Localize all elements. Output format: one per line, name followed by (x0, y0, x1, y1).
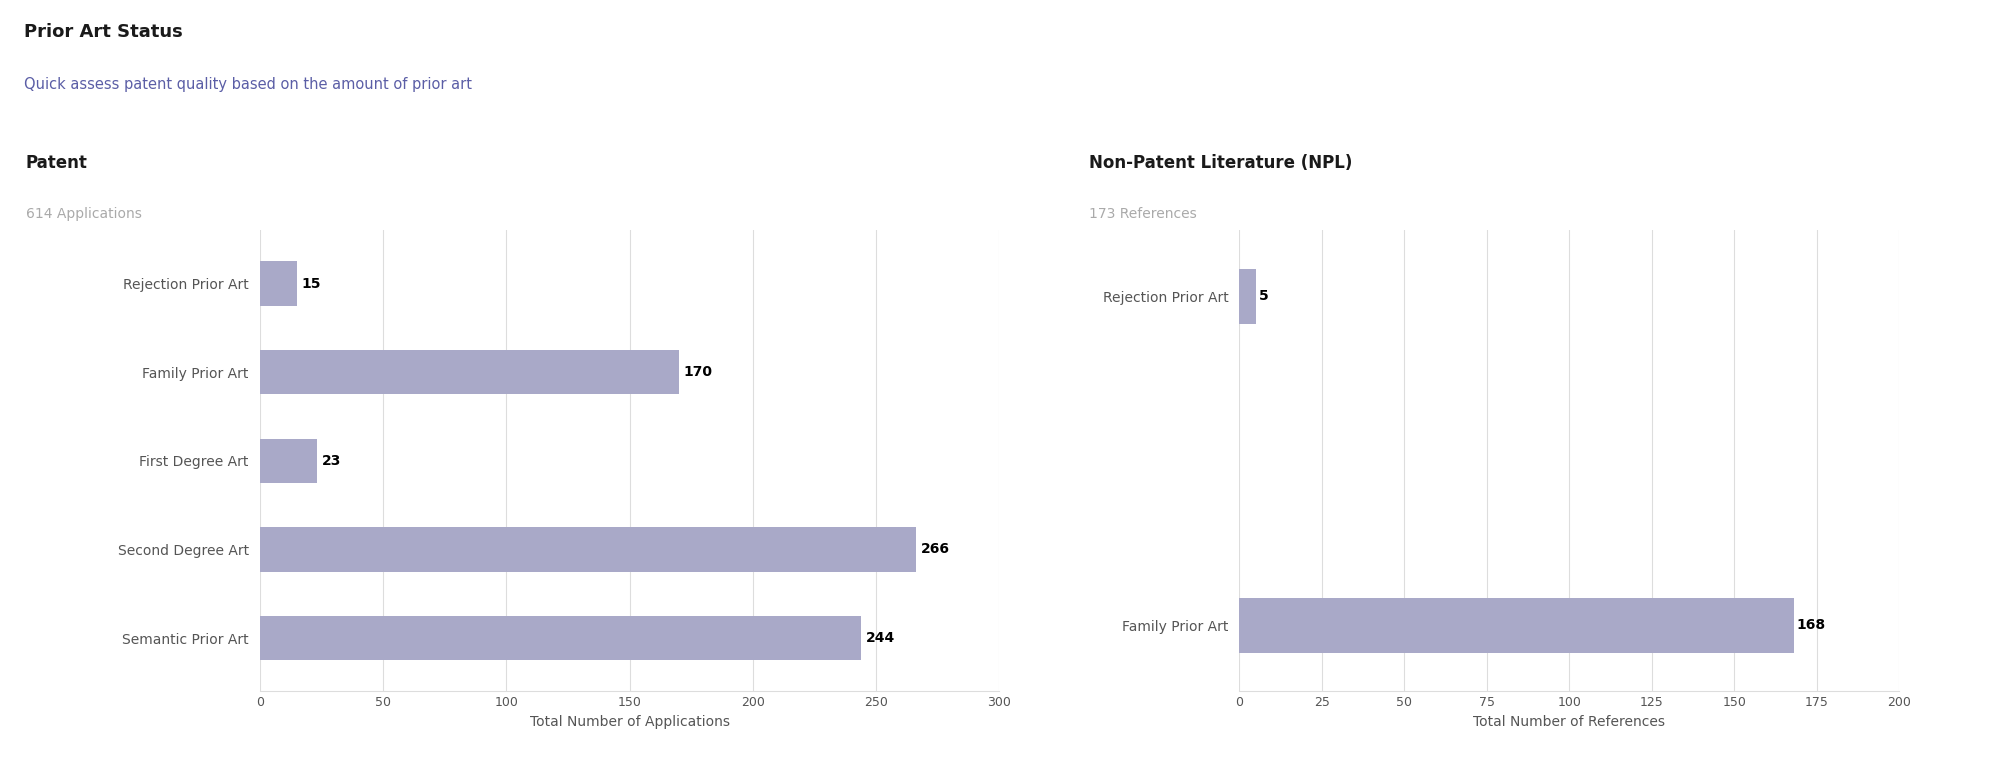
Text: 614 Applications: 614 Applications (26, 207, 142, 221)
Bar (1239, 269, 1255, 323)
Bar (260, 528, 915, 571)
Bar (1239, 598, 1792, 653)
X-axis label: Total Number of References: Total Number of References (1473, 714, 1664, 729)
Text: Non-Patent Literature (NPL): Non-Patent Literature (NPL) (1089, 154, 1353, 171)
Bar (260, 616, 861, 660)
Bar (260, 439, 316, 483)
Text: 244: 244 (865, 631, 895, 645)
Text: 15: 15 (302, 276, 322, 290)
Bar (260, 350, 679, 394)
X-axis label: Total Number of Applications: Total Number of Applications (529, 714, 729, 729)
Text: Patent: Patent (26, 154, 88, 171)
Bar (260, 261, 298, 306)
Text: Quick assess patent quality based on the amount of prior art: Quick assess patent quality based on the… (24, 77, 472, 92)
Text: 266: 266 (921, 542, 949, 556)
Text: 23: 23 (322, 454, 342, 468)
Text: 173 References: 173 References (1089, 207, 1197, 221)
Text: 5: 5 (1259, 290, 1269, 303)
Text: Prior Art Status: Prior Art Status (24, 23, 182, 41)
Text: 170: 170 (683, 366, 713, 379)
Text: 168: 168 (1796, 618, 1824, 632)
